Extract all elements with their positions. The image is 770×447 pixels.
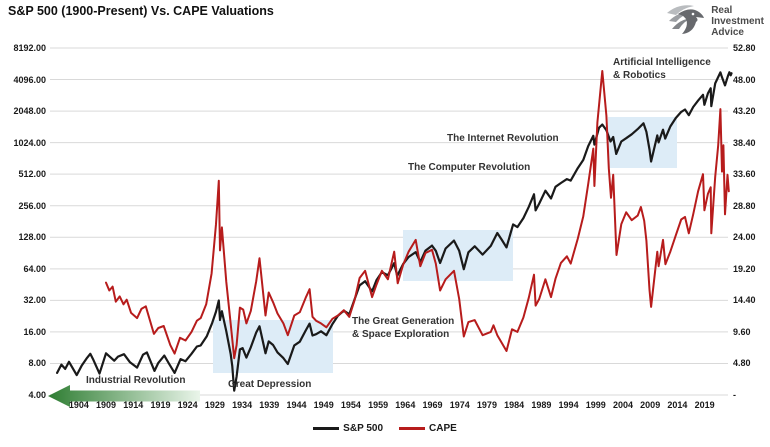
x-axis-tick: 1979: [476, 400, 497, 410]
legend-item-sp500: S&P 500: [313, 423, 383, 434]
x-axis-tick: 2019: [694, 400, 715, 410]
annotation-ai-robotics: Artificial Intelligence & Robotics: [613, 57, 711, 81]
x-axis-tick: 2014: [667, 400, 688, 410]
y-axis-left-tick: 16.00: [23, 326, 46, 337]
y-axis-right-tick: 28.80: [733, 200, 756, 211]
sp500-line: [55, 71, 733, 392]
eagle-icon: [667, 5, 705, 34]
y-axis-right-tick: 52.80: [733, 43, 756, 53]
x-axis-tick: 1964: [395, 400, 416, 410]
x-axis-tick: 1924: [177, 400, 198, 410]
brand-line-1: Real: [711, 5, 733, 16]
y-axis-left-tick: 512.00: [18, 169, 46, 180]
x-axis-tick: 2004: [612, 400, 633, 410]
annotation-internet-revolution: The Internet Revolution: [447, 133, 559, 144]
annotation-industrial-revolution: Industrial Revolution: [86, 375, 186, 386]
x-axis-tick: 1969: [422, 400, 443, 410]
x-axis-tick: 1954: [340, 400, 361, 410]
y-axis-right-tick: 4.80: [733, 358, 751, 369]
x-axis-tick: 1904: [68, 400, 89, 410]
x-axis-tick: 1999: [585, 400, 606, 410]
x-axis-tick: 1914: [123, 400, 144, 410]
x-axis-tick: 1909: [96, 400, 117, 410]
x-axis-tick: 2009: [640, 400, 661, 410]
y-axis-right-tick: 24.00: [733, 232, 756, 243]
x-axis-tick: 1959: [368, 400, 389, 410]
y-axis-left-tick: 8192.00: [13, 43, 46, 53]
cape-legend-label: CAPE: [429, 423, 457, 434]
y-axis-right-tick: 14.40: [733, 295, 756, 306]
y-axis-left-tick: 64.00: [23, 263, 46, 274]
x-axis-tick: 1949: [313, 400, 334, 410]
cape-line: [105, 70, 730, 360]
x-axis-tick: 1939: [259, 400, 280, 410]
x-axis-tick: 1919: [150, 400, 171, 410]
y-axis-right-tick: 38.40: [733, 137, 756, 148]
x-axis-tick: 1974: [449, 400, 470, 410]
y-axis-left-tick: 4096.00: [13, 74, 46, 85]
y-axis-left-tick: 8.00: [28, 358, 46, 369]
annotation-great-depression: Great Depression: [228, 379, 312, 390]
industrial-revolution-arrow: [48, 385, 200, 407]
sp500-legend-swatch: [313, 427, 340, 430]
brand-logo: Real Investment Advice: [663, 2, 764, 42]
y-axis-right-tick: 33.60: [733, 169, 756, 180]
y-axis-right-tick: -: [733, 390, 736, 400]
sp500-legend-label: S&P 500: [343, 423, 384, 434]
annotation-computer-revolution: The Computer Revolution: [408, 162, 531, 173]
brand-name: Real Investment Advice: [711, 2, 764, 39]
legend: S&P 500 CAPE: [0, 423, 770, 434]
annotation-great-generation: The Great Generation & Space Exploration: [352, 316, 455, 340]
y-axis-right-tick: 48.00: [733, 74, 756, 85]
x-axis-tick: 1929: [204, 400, 225, 410]
y-axis-left-tick: 2048.00: [13, 106, 46, 117]
legend-item-cape: CAPE: [399, 423, 457, 434]
cape-legend-swatch: [399, 427, 426, 430]
y-axis-left-tick: 256.00: [18, 200, 46, 211]
brand-line-3: Advice: [711, 27, 744, 39]
y-axis-right-tick: 43.20: [733, 106, 756, 117]
brand-line-2: Investment: [711, 16, 764, 28]
y-axis-left-tick: 1024.00: [13, 137, 46, 148]
y-axis-left-tick: 4.00: [28, 390, 46, 400]
highlight-box: [403, 230, 513, 281]
x-axis-tick: 1994: [558, 400, 579, 410]
x-axis-tick: 1934: [232, 400, 253, 410]
chart-title: S&P 500 (1900-Present) Vs. CAPE Valuatio…: [8, 4, 274, 18]
x-axis-tick: 1989: [531, 400, 552, 410]
y-axis-left-tick: 32.00: [23, 295, 46, 306]
y-axis-right-tick: 9.60: [733, 326, 751, 337]
x-axis-tick: 1984: [504, 400, 525, 410]
y-axis-left-tick: 128.00: [18, 232, 46, 243]
x-axis-tick: 1944: [286, 400, 307, 410]
y-axis-right-tick: 19.20: [733, 263, 756, 274]
